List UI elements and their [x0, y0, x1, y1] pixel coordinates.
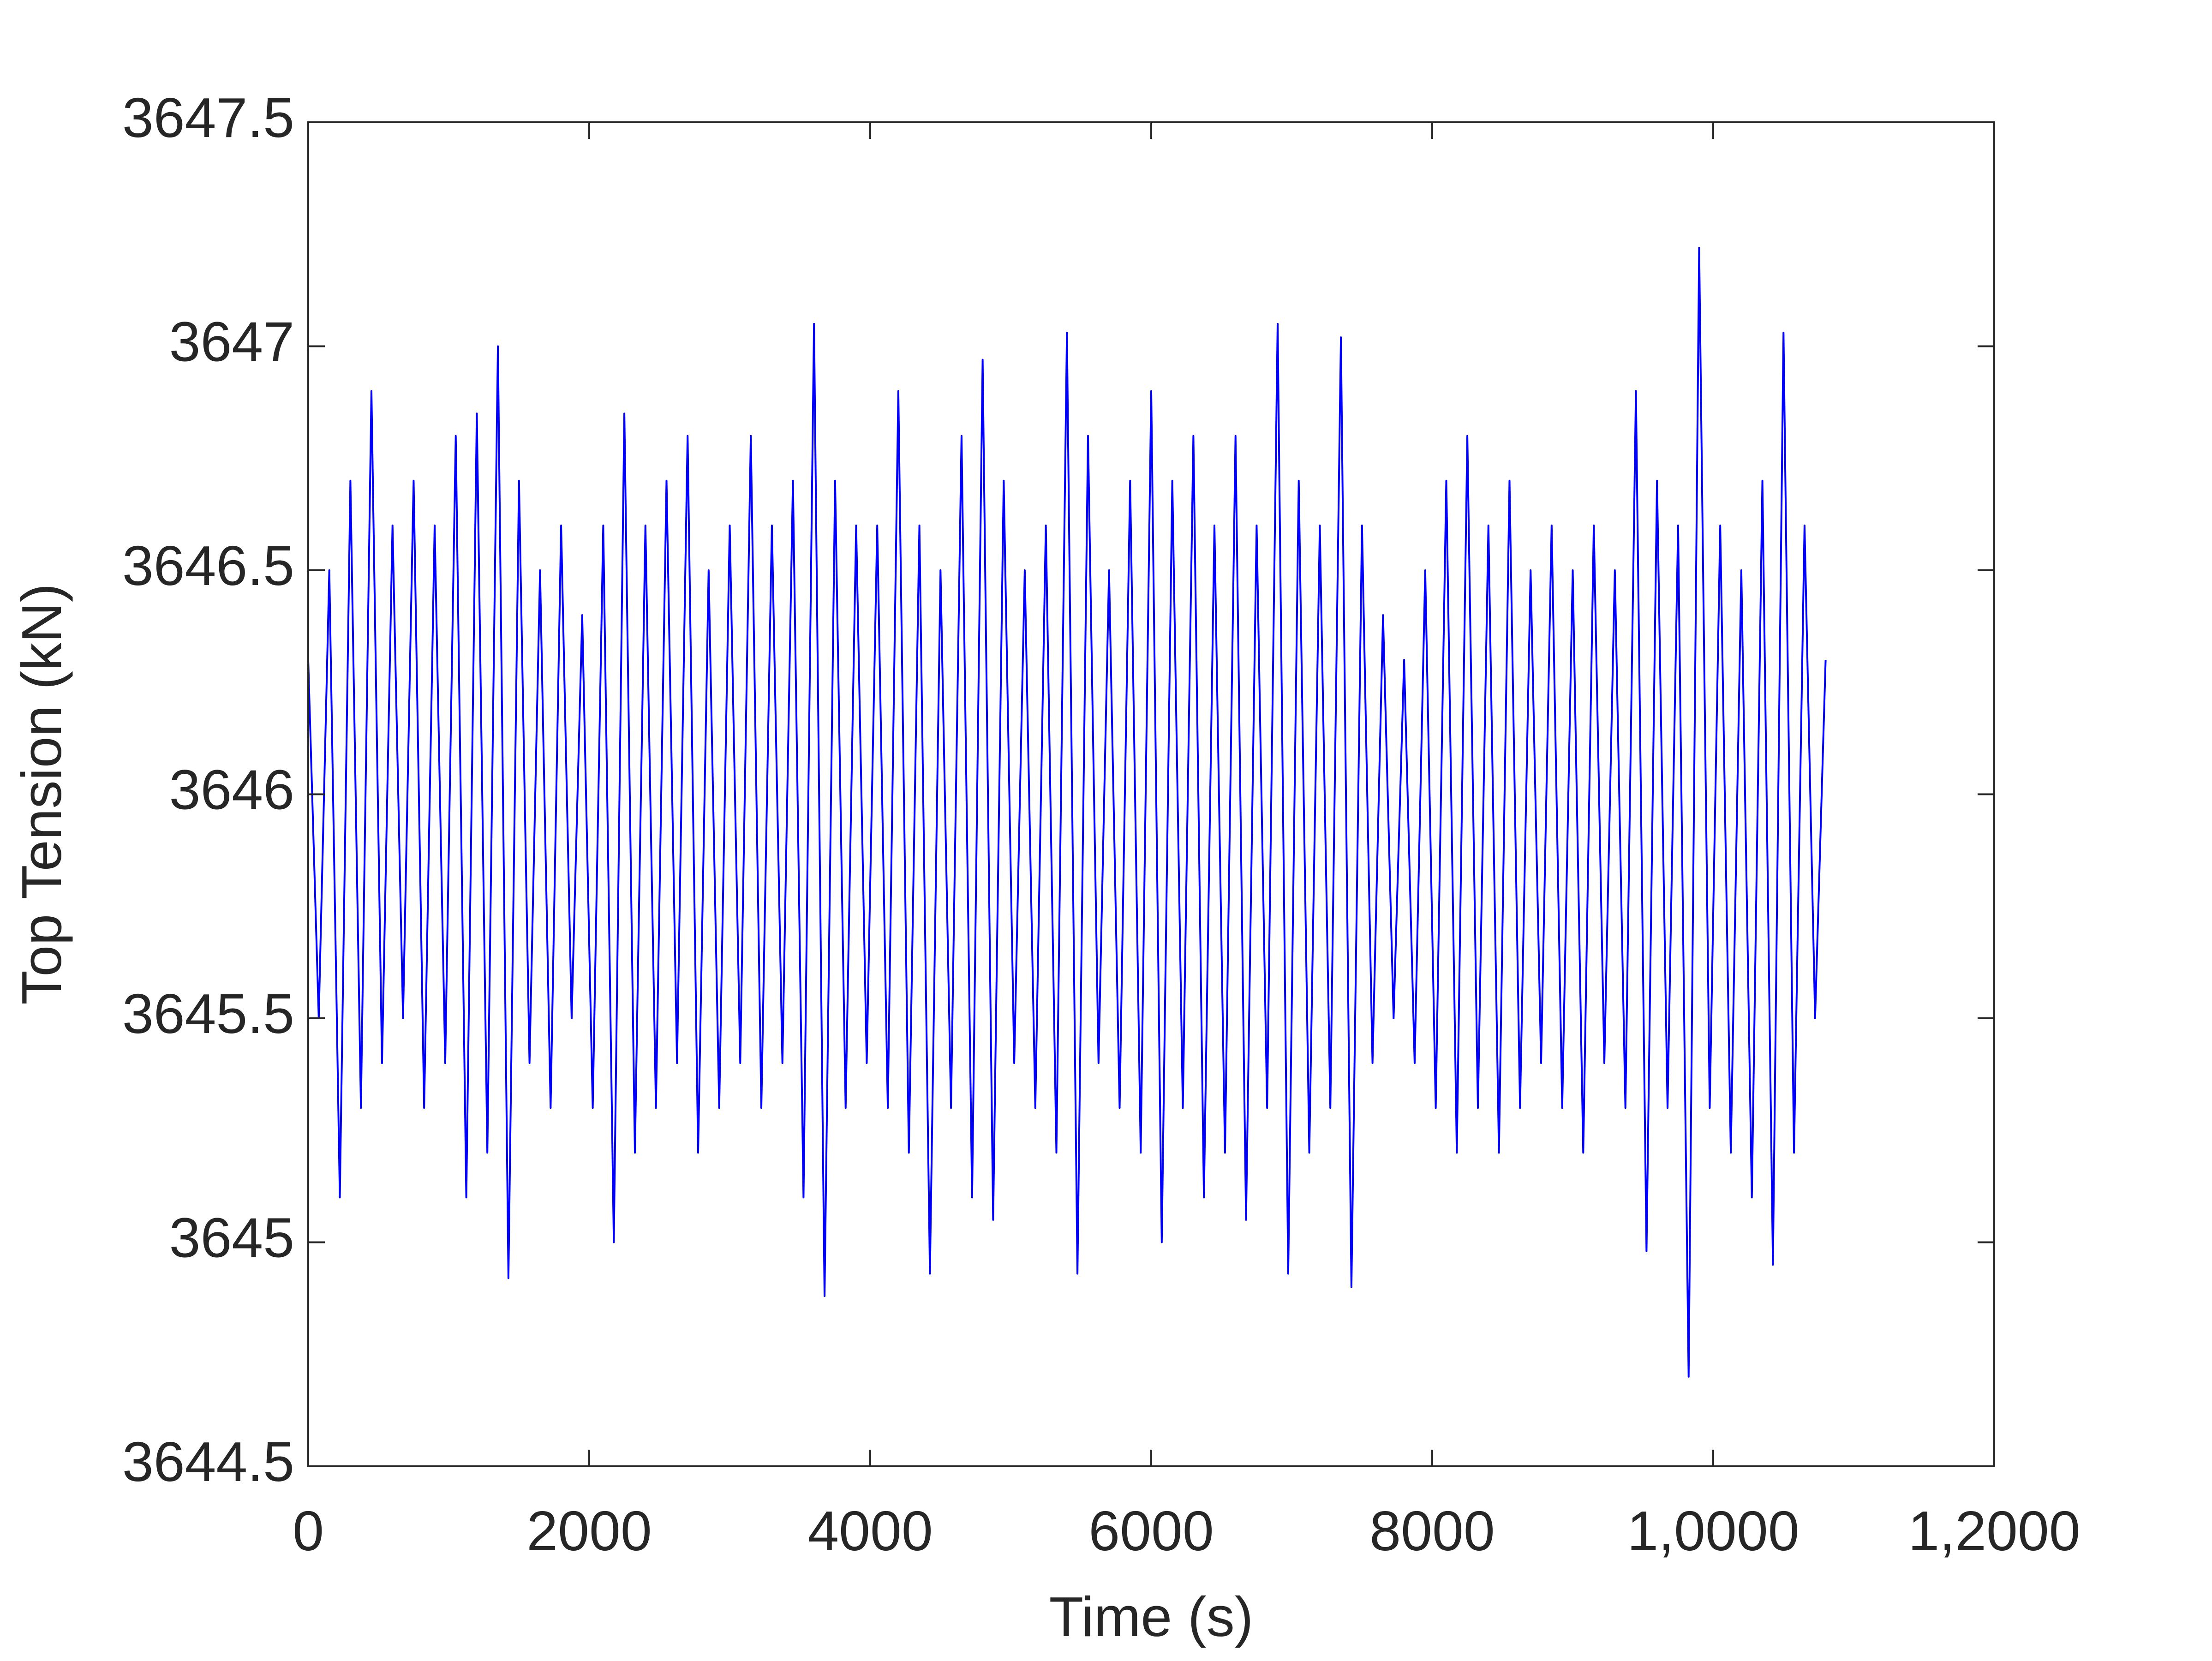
x-tick-label: 1,2000: [1908, 1500, 2080, 1562]
y-axis-label: Top Tension (kN): [10, 583, 73, 1004]
y-tick-label: 3644.5: [122, 1430, 294, 1493]
y-tick-label: 3647.5: [122, 86, 294, 149]
y-tick-label: 3645.5: [122, 982, 294, 1045]
data-line: [307, 246, 1827, 1378]
y-tick-label: 3647: [169, 311, 294, 373]
x-tick-label: 1,0000: [1627, 1500, 1799, 1562]
x-tick-label: 8000: [1369, 1500, 1495, 1562]
y-tick-label: 3645: [169, 1207, 294, 1269]
x-tick-label: 6000: [1088, 1500, 1214, 1562]
x-tick-label: 0: [293, 1500, 324, 1562]
x-tick-label: 4000: [807, 1500, 933, 1562]
y-tick-label: 3646: [169, 759, 294, 821]
x-axis-label: Time (s): [1049, 1585, 1254, 1648]
y-tick-label: 3646.5: [122, 534, 294, 597]
x-tick-label: 2000: [526, 1500, 652, 1562]
